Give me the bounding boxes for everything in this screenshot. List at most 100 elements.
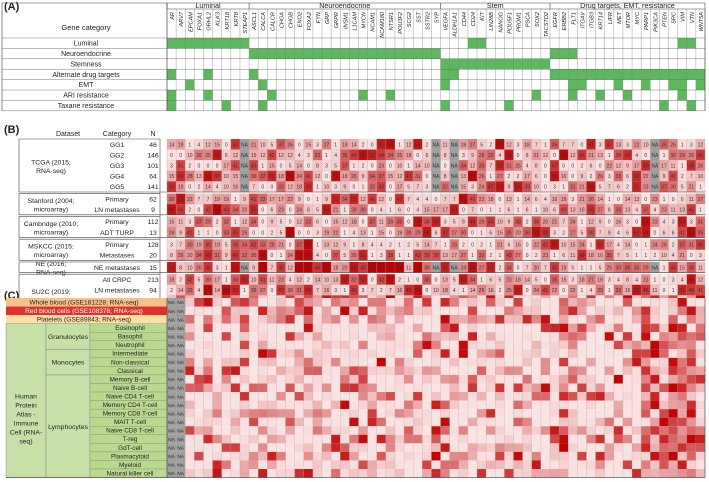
heatmap-cell-value: 26 xyxy=(287,142,293,148)
heatmap-cell xyxy=(422,239,432,250)
heatmap-cell xyxy=(385,434,395,444)
heatmap-cell xyxy=(376,170,386,182)
heatmap-cell xyxy=(695,374,705,384)
heatmap-cell-value: 11 xyxy=(570,253,575,259)
heatmap-cell xyxy=(385,298,395,307)
heatmap-cell xyxy=(568,216,578,227)
heatmap-cell-value: 9 xyxy=(270,220,273,226)
heatmap-cell-value: 12 xyxy=(278,153,284,159)
heatmap-cell xyxy=(285,284,295,296)
membership-cell xyxy=(695,79,705,90)
category-label: LN metastases xyxy=(94,207,140,214)
heatmap-cell-value: 0 xyxy=(416,278,419,284)
heatmap-cell-value: 35 xyxy=(397,220,403,226)
cell-type-label: Eosinophil xyxy=(115,325,145,332)
heatmap-cell xyxy=(549,469,560,478)
heatmap-cell xyxy=(203,426,213,435)
na-label: NA xyxy=(168,360,175,366)
heatmap-cell xyxy=(440,323,450,333)
heatmap-cell xyxy=(331,323,341,333)
heatmap-cell xyxy=(431,434,441,444)
heatmap-cell xyxy=(312,149,323,161)
heatmap-cell xyxy=(531,274,541,285)
heatmap-cell-value: 0 xyxy=(179,153,182,159)
heatmap-cell xyxy=(385,426,395,435)
cell-type-label: Natural killer cell xyxy=(107,470,154,477)
heatmap-cell xyxy=(276,149,286,161)
heatmap-cell xyxy=(221,160,231,171)
heatmap-cell xyxy=(458,460,468,469)
heatmap-cell xyxy=(276,274,286,285)
heatmap-cell xyxy=(340,469,350,478)
heatmap-cell xyxy=(167,357,177,367)
gene-label: ITGAV xyxy=(580,11,586,29)
heatmap-cell xyxy=(531,409,541,418)
heatmap-cell xyxy=(303,181,313,192)
heatmap-cell xyxy=(586,170,596,182)
heatmap-cell xyxy=(622,400,633,410)
heatmap-cell xyxy=(686,374,696,384)
heatmap-cell xyxy=(376,332,386,341)
heatmap-cell-value: 6 xyxy=(425,153,428,159)
heatmap-cell xyxy=(239,357,250,367)
heatmap-cell xyxy=(239,400,250,410)
heatmap-cell-value: 2 xyxy=(489,142,492,148)
heatmap-cell-value: 7 xyxy=(435,243,438,249)
heatmap-cell xyxy=(185,426,195,435)
heatmap-cell-value: 2 xyxy=(407,243,410,249)
heatmap-cell-value: 52 xyxy=(497,164,503,170)
heatmap-cell-value: 19 xyxy=(214,197,220,203)
na-label: NA xyxy=(168,463,175,469)
heatmap-cell xyxy=(440,409,450,418)
gene-label: NANOG xyxy=(498,11,504,32)
heatmap-cell xyxy=(677,366,687,375)
heatmap-cell xyxy=(486,426,496,435)
heatmap-cell-value: 30 xyxy=(461,230,467,236)
heatmap-cell xyxy=(568,392,578,401)
heatmap-cell xyxy=(212,349,222,358)
heatmap-cell-value: 38 xyxy=(588,230,594,236)
membership-cell xyxy=(540,58,550,70)
heatmap-cell xyxy=(604,392,614,401)
heatmap-cell xyxy=(650,426,660,435)
heatmap-cell-value: 13 xyxy=(360,230,366,236)
heatmap-cell xyxy=(522,193,532,205)
heatmap-cell-value: 23 xyxy=(643,185,649,191)
heatmap-cell-value: 34 xyxy=(506,265,512,271)
heatmap-cell-value: 1 xyxy=(371,253,374,259)
heatmap-cell xyxy=(322,216,332,227)
heatmap-cell xyxy=(595,249,605,261)
heatmap-cell-value: 18 xyxy=(278,174,284,180)
heatmap-cell xyxy=(559,181,569,192)
heatmap-cell xyxy=(504,193,514,205)
heatmap-cell xyxy=(176,139,186,150)
heatmap-cell-value: 24 xyxy=(579,243,585,249)
heatmap-cell xyxy=(513,315,523,324)
heatmap-cell xyxy=(413,383,423,393)
heatmap-cell xyxy=(540,139,550,150)
heatmap-cell-value: 30 xyxy=(251,174,257,180)
heatmap-cell-value: 17 xyxy=(606,243,612,249)
heatmap-cell xyxy=(394,434,405,444)
heatmap-cell xyxy=(385,332,395,341)
heatmap-cell xyxy=(677,170,687,182)
heatmap-cell-value: 1 xyxy=(316,185,319,191)
heatmap-cell-value: 8 xyxy=(608,208,611,214)
heatmap-cell-value: 4 xyxy=(653,208,656,214)
heatmap-cell-value: 28 xyxy=(287,288,293,294)
gene-group-label: Stem xyxy=(487,1,504,10)
heatmap-cell xyxy=(413,323,423,333)
heatmap-cell-value: 21 xyxy=(579,197,585,203)
heatmap-cell xyxy=(404,349,414,358)
membership-cell xyxy=(431,48,441,59)
heatmap-cell xyxy=(404,204,414,215)
heatmap-cell-value: 5 xyxy=(498,278,501,284)
heatmap-cell xyxy=(504,249,514,261)
heatmap-cell xyxy=(659,417,669,427)
heatmap-cell xyxy=(239,306,250,316)
heatmap-cell xyxy=(176,160,186,171)
heatmap-cell-value: 21 xyxy=(679,253,685,259)
heatmap-cell-value: 6 xyxy=(553,208,556,214)
heatmap-cell xyxy=(431,409,441,418)
membership-cell xyxy=(258,100,268,111)
